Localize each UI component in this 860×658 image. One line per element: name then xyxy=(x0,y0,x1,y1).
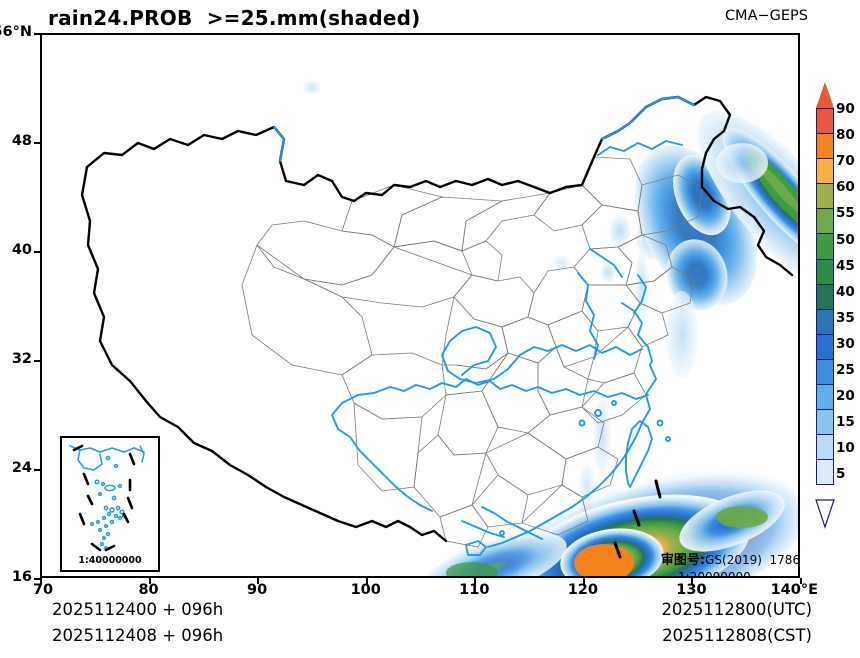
colorbar-tick-label: 30 xyxy=(836,335,855,352)
colorbar-segment xyxy=(816,333,834,360)
shading-japan-tail xyxy=(716,143,768,183)
shading-korea-strip xyxy=(635,251,649,319)
colorbar-segment xyxy=(816,258,834,285)
shading-yellow-sea-c xyxy=(600,261,616,283)
colorbar-tick-label: 55 xyxy=(836,205,855,222)
colorbar-segment xyxy=(816,208,834,235)
y-tick-label: 56°N xyxy=(0,24,32,40)
inset-canvas xyxy=(69,444,145,552)
colorbar-tick-label: 60 xyxy=(836,179,855,196)
approval-number: GS(2019) 1786 xyxy=(705,553,800,568)
colorbar-segment xyxy=(816,434,834,461)
colorbar-tick-label: 50 xyxy=(836,231,855,248)
x-tickmark xyxy=(257,578,260,584)
x-tickmark xyxy=(691,578,694,584)
x-tickmark xyxy=(800,578,802,584)
valid-time-cst: 2025112808(CST) xyxy=(662,626,812,645)
x-tick-label: 90 xyxy=(247,582,268,598)
colorbar-segment xyxy=(816,459,834,486)
shading-scs-green xyxy=(446,562,498,576)
provincial-borders xyxy=(241,156,703,548)
colorbar-segment xyxy=(816,108,834,135)
y-tickmark xyxy=(34,33,40,35)
nine-dash-line-main xyxy=(613,479,662,559)
x-tickmark xyxy=(365,578,368,584)
y-tick-label: 16 xyxy=(11,569,32,585)
map-canvas xyxy=(80,80,798,576)
colorbar-tick-label: 20 xyxy=(836,388,855,405)
colorbar-segment xyxy=(816,409,834,436)
shading-philippine-east-green xyxy=(716,506,768,528)
colorbar-tick-label: 40 xyxy=(836,283,855,300)
x-tick-label: 120 xyxy=(567,582,598,598)
map-plot-area[interactable]: 1:40000000 审图号:GS(2019) 1786 1:20000000 xyxy=(40,33,800,578)
page-title: rain24.PROB >=25.mm(shaded) xyxy=(48,6,421,30)
valid-time-utc: 2025112800(UTC) xyxy=(661,600,812,619)
colorbar-tick-label: 15 xyxy=(836,414,855,431)
geography-layer xyxy=(80,95,794,559)
national-border xyxy=(80,95,794,543)
colorbar-tick-label: 80 xyxy=(836,127,855,144)
colorbar-tick-label: 10 xyxy=(836,440,855,457)
colorbar-segment xyxy=(816,283,834,310)
colorbar-tick-label: 5 xyxy=(836,466,846,483)
probability-shading-layer xyxy=(303,80,798,576)
colorbar-tick-label: 35 xyxy=(836,309,855,326)
shading-bohai xyxy=(553,255,571,271)
colorbar-tick-label: 70 xyxy=(836,153,855,170)
colorbar-segment xyxy=(816,233,834,260)
approval-label: 审图号: xyxy=(660,553,706,569)
x-tick-label: 100 xyxy=(350,582,381,598)
colorbar-segment xyxy=(816,358,834,386)
colorbar-segment xyxy=(816,158,834,185)
y-tickmark xyxy=(34,142,40,144)
x-tick-label: 110 xyxy=(459,582,490,598)
y-tick-label: 48 xyxy=(11,133,32,149)
colorbar-tick-label: 45 xyxy=(836,257,855,274)
x-tickmark xyxy=(40,578,42,584)
x-tick-label: 130 xyxy=(676,582,707,598)
x-tick-label: 80 xyxy=(138,582,159,598)
shading-coastal-fringe-a xyxy=(593,397,611,473)
x-tick-label: 140°E xyxy=(770,582,819,598)
colorbar-under-arrow xyxy=(815,498,835,529)
colorbar-segment xyxy=(816,384,834,411)
colorbar-tick-label: 90 xyxy=(836,101,855,117)
south-china-sea-inset[interactable]: 1:40000000 xyxy=(60,436,160,572)
x-tickmark xyxy=(582,578,585,584)
colorbar-segment xyxy=(816,308,834,335)
y-tickmark xyxy=(34,360,40,362)
shading-yellow-sea-b xyxy=(609,215,631,247)
y-tick-label: 24 xyxy=(11,460,32,476)
y-tickmark xyxy=(34,251,40,253)
y-tick-label: 40 xyxy=(11,242,32,258)
x-tickmark xyxy=(474,578,477,584)
colorbar-over-arrow xyxy=(816,82,834,108)
shading-ne-fringe xyxy=(666,291,698,379)
colorbar-tick-label: 25 xyxy=(836,362,855,378)
init-time-cst: 2025112408 + 096h xyxy=(52,626,224,645)
shading-south-china-sea-tail xyxy=(421,532,567,576)
inset-scale-label: 1:40000000 xyxy=(78,555,142,566)
map-approval-number: 审图号:GS(2019) 1786 1:20000000 xyxy=(638,538,800,578)
approval-scale: 1:20000000 xyxy=(678,569,751,578)
model-label: CMA−GEPS xyxy=(724,8,808,24)
y-tick-label: 32 xyxy=(11,351,32,367)
init-time-utc: 2025112400 + 096h xyxy=(52,600,224,619)
x-tickmark xyxy=(148,578,151,584)
inset-nine-dash-line xyxy=(72,444,136,552)
colorbar-segment xyxy=(816,133,834,160)
x-tick-label: 70 xyxy=(32,582,54,598)
shading-north-speck xyxy=(303,80,321,94)
colorbar[interactable] xyxy=(816,108,834,486)
y-tickmark xyxy=(34,469,40,471)
rivers-and-coastline xyxy=(273,96,695,556)
y-tickmark xyxy=(34,578,40,580)
colorbar-segment xyxy=(816,183,834,210)
